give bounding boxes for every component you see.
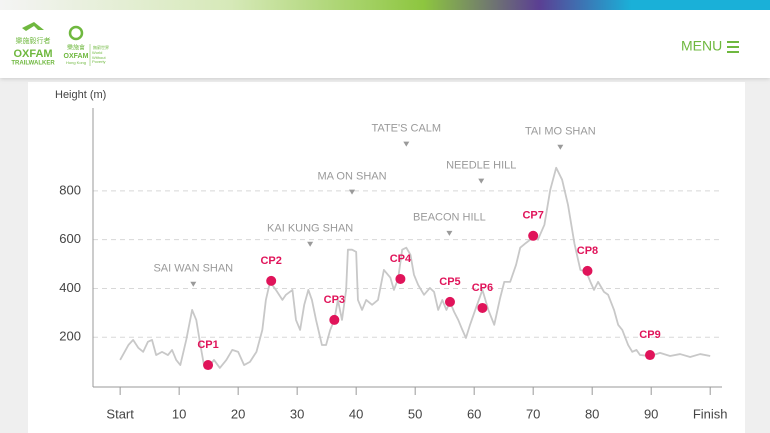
peak-label: NEEDLE HILL xyxy=(446,160,516,172)
y-axis-label: Height (m) xyxy=(55,89,106,101)
menu-icon-bar xyxy=(727,51,739,53)
logo-sub: Hong Kong xyxy=(66,60,86,65)
checkpoint-label: CP1 xyxy=(197,339,218,351)
checkpoint xyxy=(266,275,277,286)
logo-oxfam[interactable]: 樂施會 OXFAM Hong Kong 無窮世界 World Without P… xyxy=(64,25,118,69)
checkpoint-label: CP9 xyxy=(639,329,660,341)
logo-icon xyxy=(68,25,84,41)
y-tick-label: 400 xyxy=(59,280,81,295)
peak-label: TAI MO SHAN xyxy=(525,126,596,138)
logo-brand: OXFAM xyxy=(13,48,52,60)
x-tick-label: 40 xyxy=(349,406,363,421)
y-tick-label: 200 xyxy=(59,329,81,344)
x-tick-label: 70 xyxy=(526,406,540,421)
menu-label: MENU xyxy=(681,38,722,54)
logo-sub: TRAILWALKER xyxy=(11,61,55,67)
peak-marker xyxy=(403,141,410,147)
checkpoint xyxy=(477,302,488,313)
logo-chinese: 樂施會 xyxy=(67,44,85,52)
y-tick-label: 800 xyxy=(59,182,81,197)
checkpoint-label: CP5 xyxy=(439,276,460,288)
peak-label: KAI KUNG SHAN xyxy=(267,223,353,235)
peak-label: SAI WAN SHAN xyxy=(153,263,233,275)
checkpoint xyxy=(203,360,214,371)
x-tick-label: 50 xyxy=(408,406,422,421)
checkpoint xyxy=(329,314,340,325)
checkpoint-label: CP7 xyxy=(522,210,543,222)
peak-marker xyxy=(557,144,564,150)
menu-button[interactable]: MENU xyxy=(681,38,739,54)
checkpoint-label: CP6 xyxy=(472,282,493,294)
checkpoint xyxy=(444,296,455,307)
peak-label: TATE'S CALM xyxy=(372,122,442,134)
x-tick-label: 20 xyxy=(231,406,245,421)
peak-marker xyxy=(446,230,453,236)
checkpoint-label: CP2 xyxy=(260,255,281,267)
x-tick-label: 60 xyxy=(467,406,481,421)
logo-icon xyxy=(22,22,44,31)
logo-trailwalker[interactable]: 樂施毅行者 OXFAM TRAILWALKER xyxy=(11,22,55,67)
checkpoint-label: CP4 xyxy=(390,253,412,265)
checkpoint xyxy=(645,350,656,361)
checkpoint-label: CP3 xyxy=(324,294,345,306)
y-tick-label: 600 xyxy=(59,231,81,246)
peak-label: MA ON SHAN xyxy=(317,171,386,183)
checkpoint xyxy=(395,273,406,284)
peak-marker xyxy=(349,189,356,195)
peak-label: BEACON HILL xyxy=(413,212,486,224)
x-tick-label: 30 xyxy=(290,406,304,421)
top-stripe xyxy=(0,0,770,10)
x-tick-label: Finish xyxy=(693,406,728,421)
x-tick-label: Start xyxy=(106,406,134,421)
menu-icon-bar xyxy=(727,41,739,43)
logo-chinese: 樂施毅行者 xyxy=(16,36,51,45)
logo-brand: OXFAM xyxy=(64,53,89,60)
x-tick-label: 80 xyxy=(585,406,599,421)
chart-panel xyxy=(28,82,745,433)
logo-motto-box: World Without Poverty xyxy=(92,51,106,64)
peak-marker xyxy=(307,241,314,247)
header xyxy=(0,10,770,78)
menu-icon-bar xyxy=(727,46,739,48)
logo-motto-chinese: 無窮世界 xyxy=(93,44,109,50)
peak-marker xyxy=(478,178,485,184)
peak-marker xyxy=(190,281,197,287)
checkpoint-label: CP8 xyxy=(577,245,598,257)
checkpoint xyxy=(582,265,593,276)
x-tick-label: 10 xyxy=(172,406,186,421)
checkpoint xyxy=(528,230,539,241)
logo-motto: World Without Poverty xyxy=(92,51,106,64)
x-tick-label: 90 xyxy=(644,406,658,421)
